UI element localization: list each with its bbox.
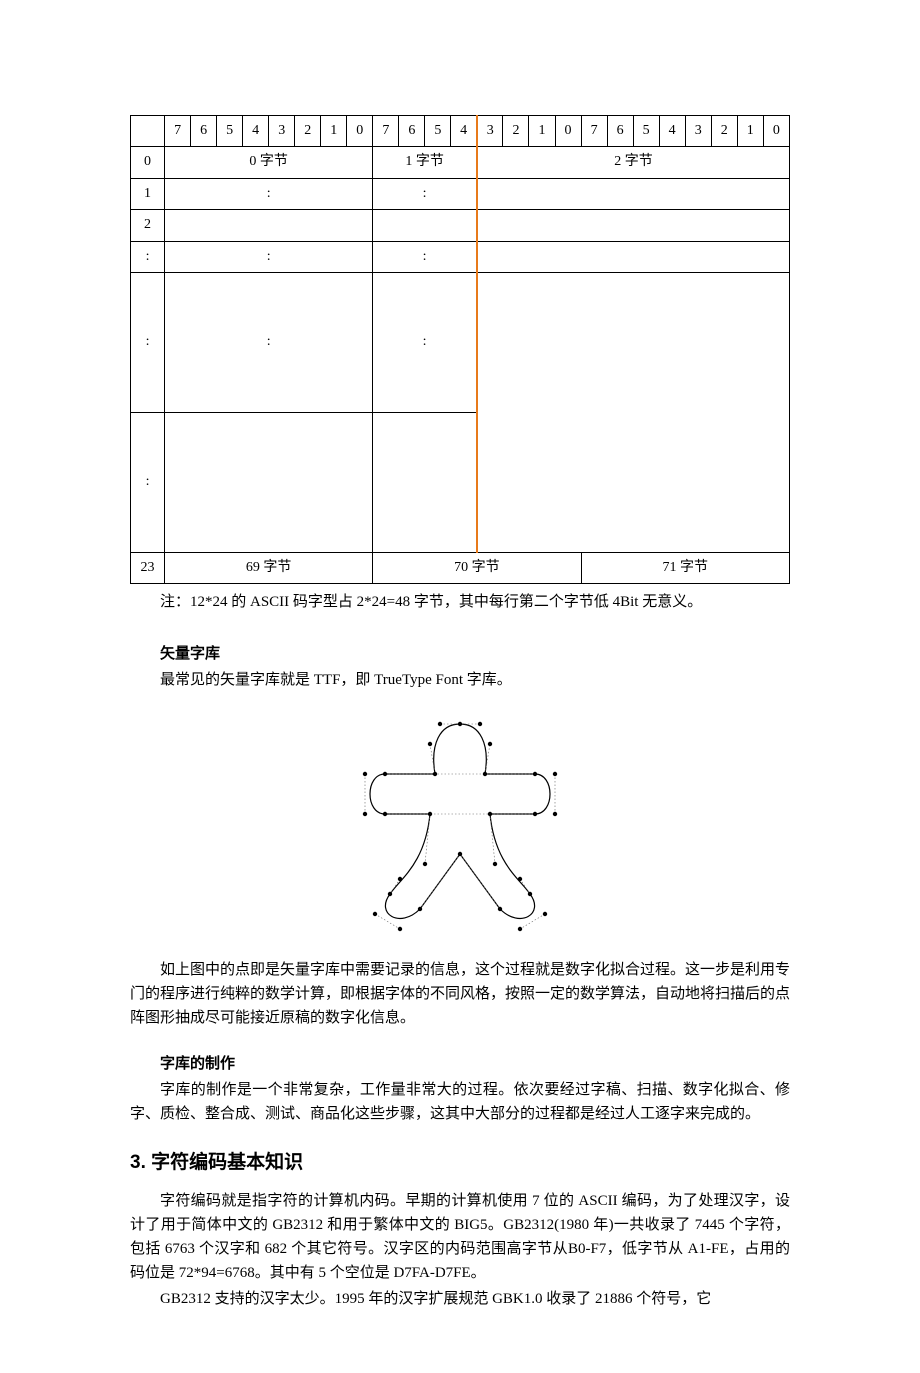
byte-cell: [477, 210, 790, 241]
bit-header: 6: [191, 116, 217, 147]
bit-header: 5: [217, 116, 243, 147]
table-row: 0 0 字节 1 字节 2 字节: [131, 147, 790, 178]
bit-header: 3: [685, 116, 711, 147]
bit-header: 2: [503, 116, 529, 147]
byte-cell: [477, 241, 790, 272]
byte-cell: [373, 210, 477, 241]
byte-cell: :: [373, 272, 477, 412]
bit-header: 6: [399, 116, 425, 147]
bit-header: 0: [347, 116, 373, 147]
bit-header: 0: [555, 116, 581, 147]
row-label: :: [131, 412, 165, 552]
byte-cell: [477, 272, 790, 552]
table-row: : : :: [131, 272, 790, 412]
row-label: 0: [131, 147, 165, 178]
font-making-heading: 字库的制作: [130, 1052, 790, 1076]
bit-header: 7: [581, 116, 607, 147]
bit-header: 2: [711, 116, 737, 147]
byte-cell: [165, 210, 373, 241]
byte-cell: 2 字节: [477, 147, 790, 178]
bit-header: 5: [633, 116, 659, 147]
table-row: 1 : :: [131, 178, 790, 209]
vector-font-para: 如上图中的点即是矢量字库中需要记录的信息，这个过程就是数字化拟合过程。这一步是利…: [130, 958, 790, 1030]
byte-layout-table: 7 6 5 4 3 2 1 0 7 6 5 4 3 2 1 0 7 6 5 4 …: [130, 115, 790, 584]
table-note: 注：12*24 的 ASCII 码字型占 2*24=48 字节，其中每行第二个字…: [130, 590, 790, 614]
byte-cell: [477, 178, 790, 209]
table-row: 23 69 字节 70 字节 71 字节: [131, 552, 790, 583]
bit-header: 7: [373, 116, 399, 147]
bit-header: 3: [269, 116, 295, 147]
byte-cell: :: [373, 178, 477, 209]
byte-cell: [373, 412, 477, 552]
font-making-para: 字库的制作是一个非常复杂，工作量非常大的过程。依次要经过字稿、扫描、数字化拟合、…: [130, 1078, 790, 1126]
glyph-diagram: [130, 714, 790, 940]
row-label: :: [131, 272, 165, 412]
bit-header: 2: [295, 116, 321, 147]
row-label: :: [131, 241, 165, 272]
row-label: 1: [131, 178, 165, 209]
byte-cell: 0 字节: [165, 147, 373, 178]
bit-header: 6: [607, 116, 633, 147]
bit-header: 1: [737, 116, 763, 147]
encoding-para-1: 字符编码就是指字符的计算机内码。早期的计算机使用 7 位的 ASCII 编码，为…: [130, 1189, 790, 1285]
vector-font-intro: 最常见的矢量字库就是 TTF，即 TrueType Font 字库。: [130, 668, 790, 692]
bit-header: 0: [763, 116, 789, 147]
byte-cell: 69 字节: [165, 552, 373, 583]
encoding-para-2: GB2312 支持的汉字太少。1995 年的汉字扩展规范 GBK1.0 收录了 …: [130, 1287, 790, 1311]
byte-cell: :: [165, 241, 373, 272]
table-row: 2: [131, 210, 790, 241]
bit-header: 1: [529, 116, 555, 147]
bit-header: 5: [425, 116, 451, 147]
row-label: 2: [131, 210, 165, 241]
byte-cell: :: [165, 272, 373, 412]
bit-header: 4: [451, 116, 477, 147]
byte-cell: 1 字节: [373, 147, 477, 178]
vector-font-heading: 矢量字库: [130, 642, 790, 666]
bit-header: 3: [477, 116, 503, 147]
bit-header: 1: [321, 116, 347, 147]
bit-header: 4: [659, 116, 685, 147]
byte-cell: :: [373, 241, 477, 272]
page: 7 6 5 4 3 2 1 0 7 6 5 4 3 2 1 0 7 6 5 4 …: [0, 0, 920, 1373]
bit-header: 7: [165, 116, 191, 147]
glyph-svg: [345, 714, 575, 932]
bit-header: 4: [243, 116, 269, 147]
byte-cell: 70 字节: [373, 552, 581, 583]
byte-cell: [165, 412, 373, 552]
encoding-heading: 3. 字符编码基本知识: [130, 1148, 790, 1178]
byte-cell: 71 字节: [581, 552, 789, 583]
row-label: 23: [131, 552, 165, 583]
table-header-row: 7 6 5 4 3 2 1 0 7 6 5 4 3 2 1 0 7 6 5 4 …: [131, 116, 790, 147]
table-row: : : :: [131, 241, 790, 272]
byte-cell: :: [165, 178, 373, 209]
